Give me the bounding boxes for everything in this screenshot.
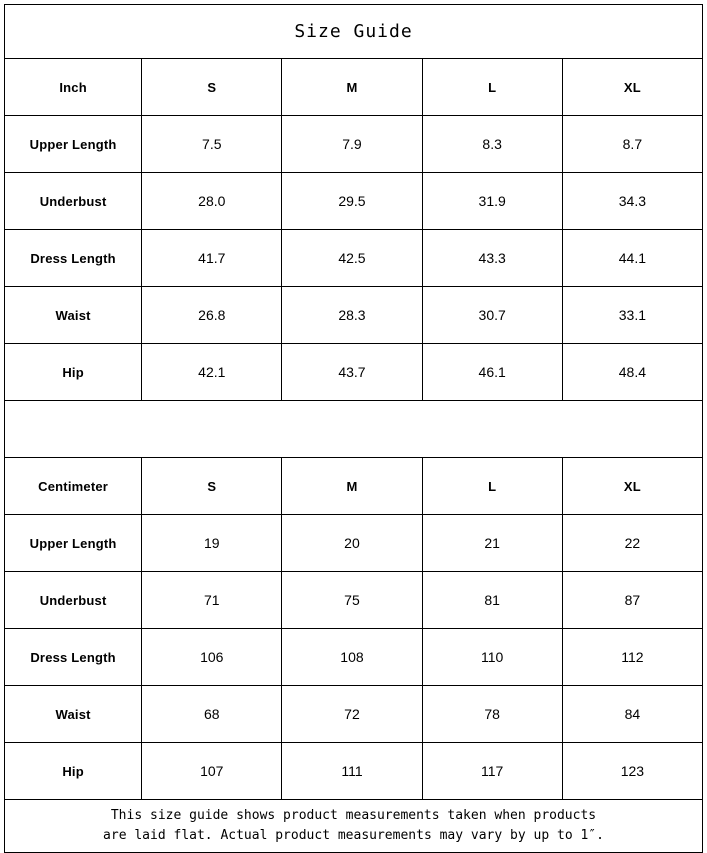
row-label-waist-inch: Waist [3,286,143,344]
value-hip-cm-s: 107 [141,742,283,800]
size-header-cm-s: S [141,457,283,515]
table-row: Dress Length 106 108 110 112 [3,628,704,686]
row-label-dress-length-cm: Dress Length [3,628,143,686]
row-label-waist-cm: Waist [3,685,143,743]
value-hip-inch-m: 43.7 [281,343,423,401]
value-hip-cm-l: 117 [421,742,563,800]
header-row-centimeter: Centimeter S M L XL [3,457,704,515]
note-line-2: are laid flat. Actual product measuremen… [103,828,604,843]
size-header-l: L [421,58,563,116]
value-waist-cm-s: 68 [141,685,283,743]
unit-header-centimeter: Centimeter [3,457,143,515]
size-guide-note: This size guide shows product measuremen… [4,799,703,853]
value-underbust-inch-xl: 34.3 [561,172,704,230]
value-waist-inch-l: 30.7 [421,286,563,344]
value-hip-inch-s: 42.1 [141,343,283,401]
size-header-cm-xl: XL [561,457,704,515]
value-waist-cm-xl: 84 [561,685,704,743]
row-label-hip-cm: Hip [3,742,143,800]
row-label-underbust-inch: Underbust [3,172,143,230]
value-upper-length-cm-s: 19 [141,514,283,572]
value-underbust-inch-m: 29.5 [281,172,423,230]
value-waist-inch-s: 26.8 [141,286,283,344]
value-upper-length-cm-l: 21 [421,514,563,572]
size-guide-table: Size Guide Inch S M L XL Upper Length 7.… [3,4,704,853]
row-label-upper-length-inch: Upper Length [3,115,143,173]
value-waist-cm-m: 72 [281,685,423,743]
value-hip-cm-m: 111 [281,742,423,800]
value-underbust-cm-l: 81 [421,571,563,629]
value-upper-length-inch-s: 7.5 [141,115,283,173]
value-dress-length-inch-l: 43.3 [421,229,563,287]
row-label-upper-length-cm: Upper Length [3,514,143,572]
row-label-underbust-cm: Underbust [3,571,143,629]
row-label-dress-length-inch: Dress Length [3,229,143,287]
page-title: Size Guide [4,4,703,59]
value-underbust-inch-l: 31.9 [421,172,563,230]
table-row: Underbust 28.0 29.5 31.9 34.3 [3,172,704,230]
value-dress-length-cm-m: 108 [281,628,423,686]
value-underbust-cm-m: 75 [281,571,423,629]
table-row: Hip 107 111 117 123 [3,742,704,800]
value-dress-length-cm-l: 110 [421,628,563,686]
value-dress-length-cm-s: 106 [141,628,283,686]
value-underbust-cm-xl: 87 [561,571,704,629]
table-row: Upper Length 7.5 7.9 8.3 8.7 [3,115,704,173]
value-waist-cm-l: 78 [421,685,563,743]
value-underbust-inch-s: 28.0 [141,172,283,230]
value-upper-length-inch-l: 8.3 [421,115,563,173]
value-upper-length-cm-xl: 22 [561,514,704,572]
value-upper-length-inch-xl: 8.7 [561,115,704,173]
table-row: Dress Length 41.7 42.5 43.3 44.1 [3,229,704,287]
size-header-cm-l: L [421,457,563,515]
value-upper-length-cm-m: 20 [281,514,423,572]
row-label-hip-inch: Hip [3,343,143,401]
table-row: Waist 68 72 78 84 [3,685,704,743]
note-line-1: This size guide shows product measuremen… [110,807,597,823]
value-hip-inch-l: 46.1 [421,343,563,401]
value-dress-length-inch-xl: 44.1 [561,229,704,287]
spacer-row [4,400,703,458]
table-row: Hip 42.1 43.7 46.1 48.4 [3,343,704,401]
size-header-xl: XL [561,58,704,116]
value-dress-length-inch-s: 41.7 [141,229,283,287]
size-header-m: M [281,58,423,116]
value-underbust-cm-s: 71 [141,571,283,629]
table-row: Underbust 71 75 81 87 [3,571,704,629]
table-row: Upper Length 19 20 21 22 [3,514,704,572]
spacer-cell [4,400,703,458]
title-row: Size Guide [4,4,703,59]
size-header-s: S [141,58,283,116]
table-row: Waist 26.8 28.3 30.7 33.1 [3,286,704,344]
value-dress-length-cm-xl: 112 [561,628,704,686]
size-header-cm-m: M [281,457,423,515]
unit-header-inch: Inch [3,58,143,116]
value-dress-length-inch-m: 42.5 [281,229,423,287]
note-row: This size guide shows product measuremen… [4,799,703,853]
value-waist-inch-xl: 33.1 [561,286,704,344]
header-row-inch: Inch S M L XL [3,58,704,116]
value-hip-inch-xl: 48.4 [561,343,704,401]
value-hip-cm-xl: 123 [561,742,704,800]
value-upper-length-inch-m: 7.9 [281,115,423,173]
value-waist-inch-m: 28.3 [281,286,423,344]
